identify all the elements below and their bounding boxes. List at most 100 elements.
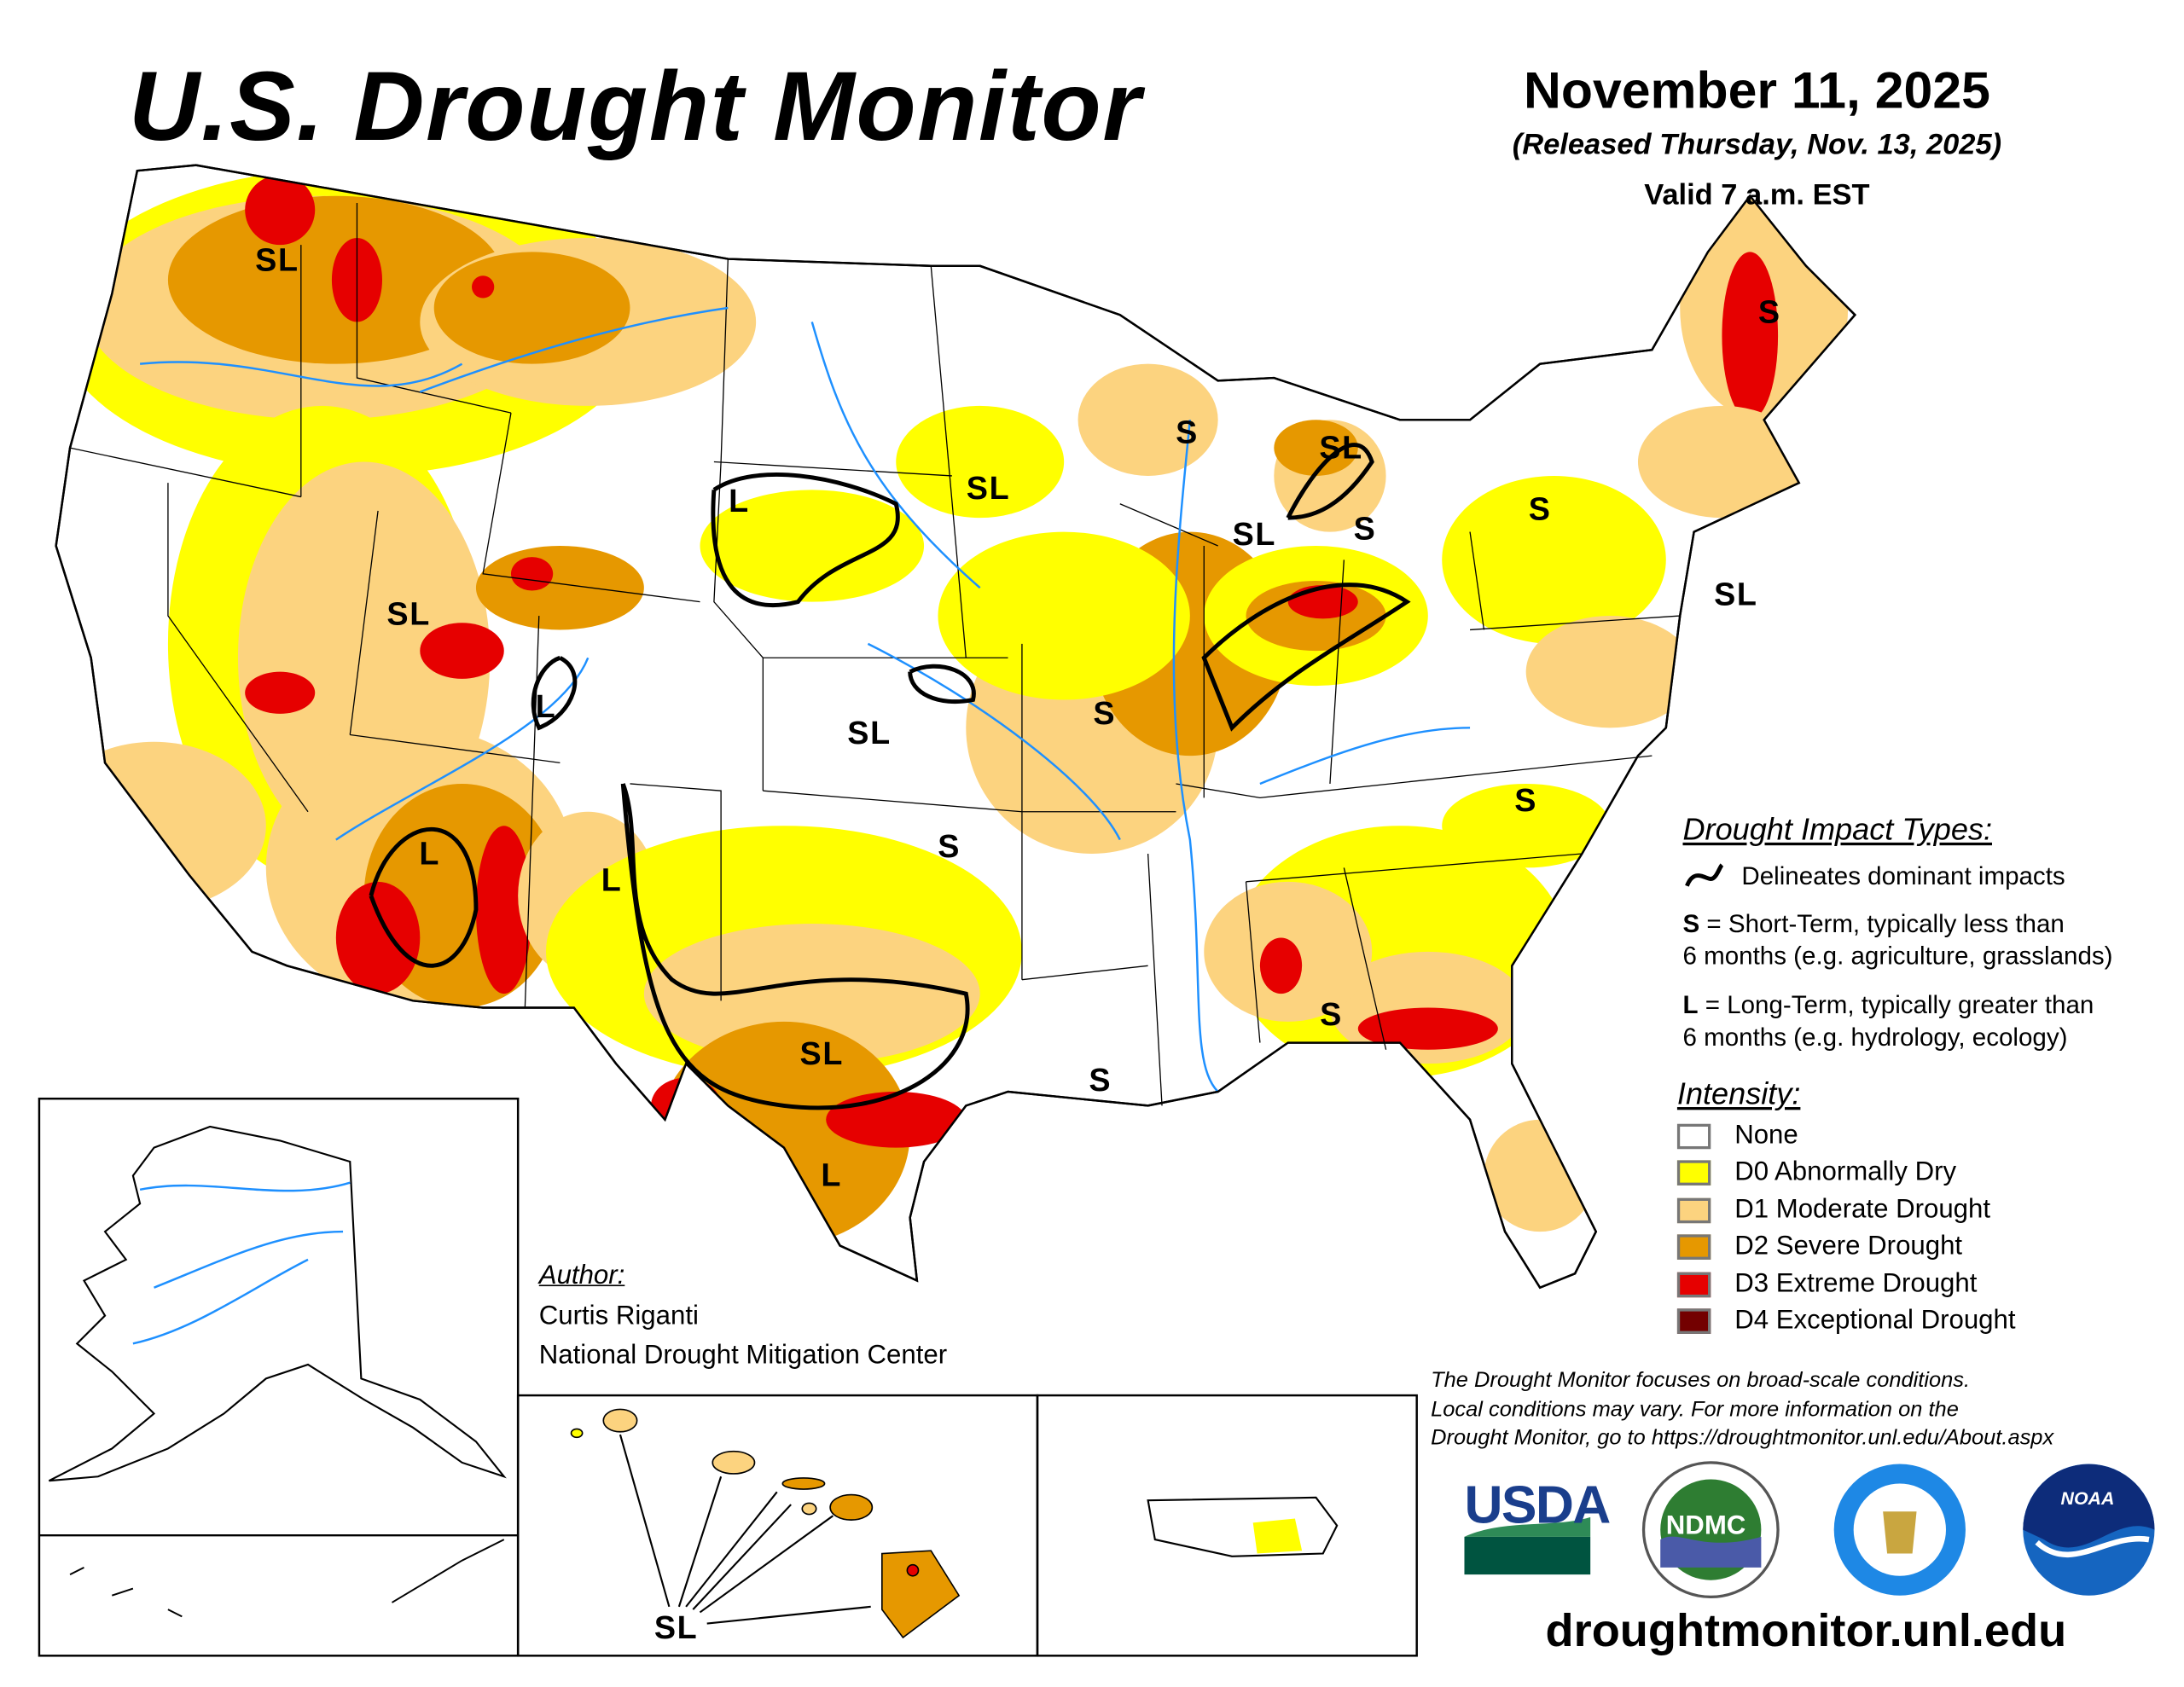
intensity-swatch (1676, 1123, 1711, 1150)
state-border (1470, 615, 1681, 631)
impact-type-label: SL (255, 241, 299, 278)
impact-type-label: S (1320, 995, 1344, 1033)
s-desc-1: = Short-Term, typically less than (1699, 909, 2065, 938)
intensity-label: D2 Severe Drought (1734, 1232, 1963, 1261)
impact-type-label: SL (1714, 576, 1758, 612)
impact-type-label: S (1093, 694, 1117, 732)
impact-type-label: SL (847, 714, 892, 751)
impact-type-label: SL (1319, 428, 1363, 466)
drought-area-d1 (643, 924, 980, 1064)
state-border (1245, 881, 1261, 1043)
hawaii-islands (570, 1408, 961, 1639)
puerto-rico-inset (1036, 1394, 1418, 1657)
river (1172, 420, 1219, 1093)
intensity-legend-heading: Intensity: (1676, 1075, 1801, 1111)
noaa-logo (2023, 1464, 2155, 1596)
state-border (350, 733, 561, 763)
impact-line (908, 664, 976, 704)
state-border (356, 202, 512, 414)
usda-logo-text: USDA (1464, 1476, 1611, 1536)
disclaimer-line-2: Local conditions may vary. For more info… (1431, 1398, 1959, 1423)
alaska-outline (48, 1125, 507, 1482)
drought-area-d2 (433, 252, 630, 364)
impact-type-label: S (1528, 490, 1552, 527)
alaska-rivers (132, 1181, 351, 1345)
state-border (1246, 853, 1583, 883)
river (1259, 727, 1471, 786)
drought-areas (55, 167, 1849, 1246)
intensity-swatch (1676, 1272, 1711, 1297)
state-border (1329, 559, 1345, 785)
impact-type-label: S (938, 827, 961, 865)
hawaii-label-lines (619, 1434, 871, 1625)
aleutians (69, 1539, 505, 1618)
drought-area-d0 (896, 405, 1065, 519)
drought-area-d3 (245, 175, 316, 246)
intensity-label: D0 Abnormally Dry (1734, 1157, 1957, 1188)
river (867, 642, 1121, 841)
state-border (1119, 503, 1218, 547)
impact-legend-heading: Drought Impact Types: (1682, 811, 1992, 847)
page-title: U.S. Drought Monitor (128, 51, 1142, 161)
state-border (713, 258, 764, 791)
intensity-swatch (1676, 1197, 1711, 1223)
short-term-desc-2: 6 months (e.g. agriculture, grasslands) (1682, 942, 2113, 971)
valid-time: Valid 7 a.m. EST (1644, 179, 1870, 212)
state-border (1147, 853, 1163, 1106)
intensity-label: D1 Moderate Drought (1734, 1195, 1991, 1225)
impact-lines (369, 443, 1411, 1110)
drought-area-d3 (335, 881, 421, 994)
state-border (1021, 965, 1148, 981)
impact-type-label: SL (386, 595, 431, 632)
author-name: Curtis Riganti (538, 1301, 699, 1331)
long-term-desc: L = Long-Term, typically greater than (1682, 991, 2094, 1020)
drought-area-d3 (1259, 937, 1303, 994)
state-border (482, 412, 700, 603)
drought-area-d2 (1274, 420, 1358, 476)
hawaii-impact-label: SL (653, 1609, 699, 1645)
impact-type-label: S (1514, 781, 1538, 819)
drought-area-d3 (1287, 584, 1358, 619)
drought-area-d2 (475, 545, 644, 630)
author-heading: Author: (538, 1261, 625, 1291)
intensity-label: D4 Exceptional Drought (1734, 1306, 2016, 1336)
state-border (167, 483, 309, 813)
map-date: November 11, 2025 (1524, 61, 1990, 119)
drought-area-d3 (1722, 252, 1779, 420)
drought-area-d0 (700, 490, 925, 602)
river (335, 657, 590, 841)
drought-area-d3 (475, 826, 532, 994)
website-url[interactable]: droughtmonitor.unl.edu (1545, 1603, 2067, 1656)
river (139, 361, 463, 387)
drought-area-d3 (472, 275, 495, 299)
noaa-logo-text: NOAA (2060, 1487, 2115, 1509)
impact-line (1286, 443, 1374, 520)
impact-type-label: L (419, 834, 441, 872)
ndmc-logo (1641, 1461, 1780, 1599)
drought-area-d3 (826, 1091, 967, 1148)
commerce-seal-logo (1833, 1464, 1966, 1596)
river (419, 306, 729, 393)
drought-area-d1 (55, 741, 266, 910)
impact-type-label: SL (799, 1035, 845, 1072)
release-date: (Released Thursday, Nov. 13, 2025) (1512, 128, 2002, 161)
disclaimer-line-3[interactable]: Drought Monitor, go to https://droughtmo… (1431, 1426, 2054, 1451)
state-border (349, 510, 379, 735)
drought-area-d3 (510, 557, 554, 591)
state-border (69, 447, 301, 498)
state-border (930, 265, 967, 658)
river (810, 322, 981, 589)
impact-type-label: S (1089, 1061, 1112, 1099)
usda-logo (1464, 1516, 1591, 1575)
state-borders (69, 202, 1681, 1106)
impact-type-label: L (821, 1157, 843, 1193)
drought-area-d1 (1637, 405, 1806, 519)
drought-area-d3 (1357, 1007, 1498, 1050)
l-desc-1: = Long-Term, typically greater than (1698, 990, 2094, 1019)
state-border (763, 790, 1022, 813)
intensity-swatch (1676, 1308, 1711, 1334)
impact-type-label: L (601, 861, 623, 898)
state-border (630, 783, 722, 1001)
